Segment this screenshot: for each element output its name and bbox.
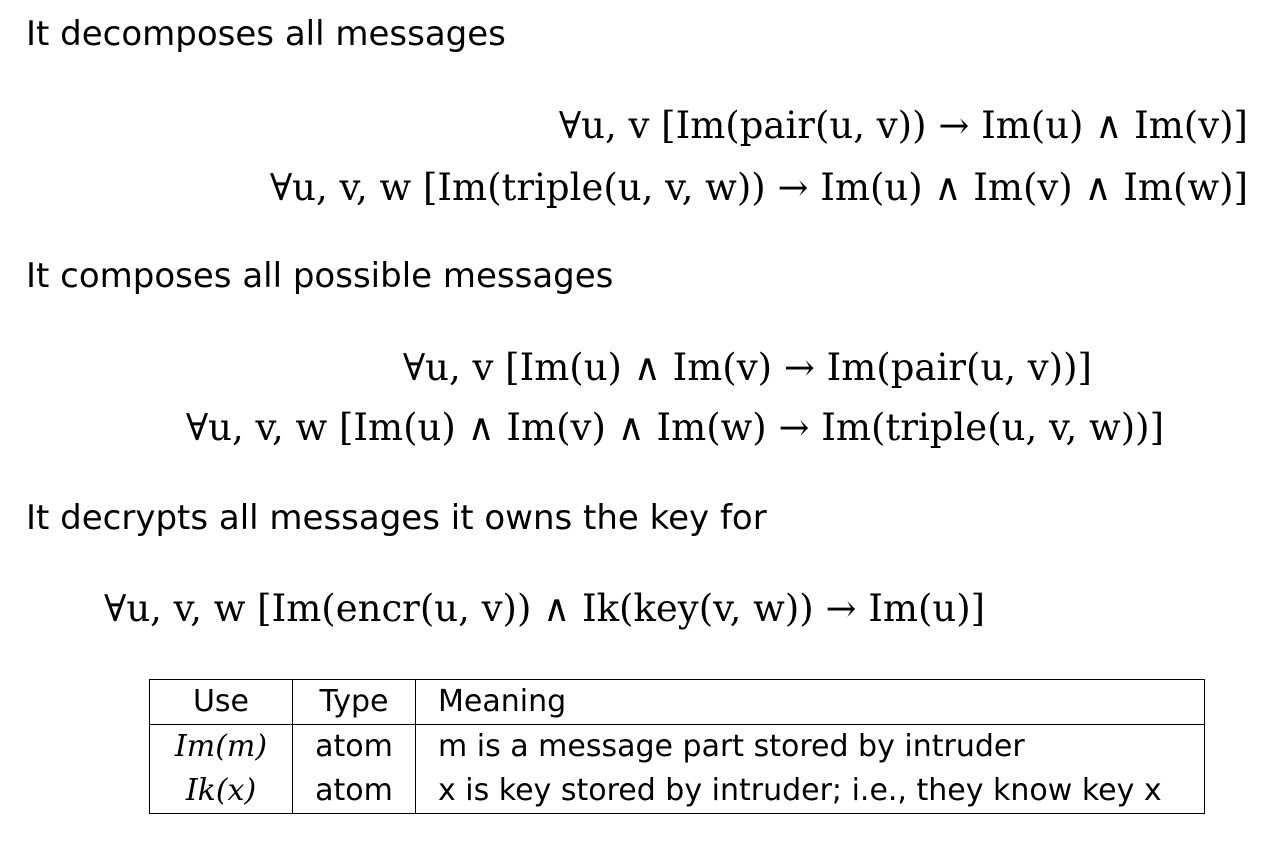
decompose-pair-formula: ∀u, v [Im(pair(u, v)) → Im(u) ∧ Im(v)] — [558, 104, 1248, 147]
cell-use: Ik(x) — [149, 769, 293, 814]
header-meaning: Meaning — [415, 679, 1205, 725]
table-row: Im(m) atom m is a message part stored by… — [149, 724, 1205, 769]
cell-type: atom — [292, 769, 416, 814]
decompose-heading: It decomposes all messages — [26, 14, 506, 54]
compose-triple-formula: ∀u, v, w [Im(u) ∧ Im(v) ∧ Im(w) → Im(tri… — [185, 406, 1164, 449]
cell-meaning: x is key stored by intruder; i.e., they … — [415, 769, 1205, 814]
header-use: Use — [149, 679, 293, 725]
decrypt-heading: It decrypts all messages it owns the key… — [26, 498, 767, 538]
legend-table: Use Type Meaning Im(m) atom m is a messa… — [149, 679, 1205, 814]
header-type: Type — [292, 679, 416, 725]
decrypt-formula: ∀u, v, w [Im(encr(u, v)) ∧ Ik(key(v, w))… — [104, 587, 986, 630]
cell-meaning: m is a message part stored by intruder — [415, 724, 1205, 769]
legend-table-container: Use Type Meaning Im(m) atom m is a messa… — [149, 679, 1205, 814]
legend-header-row: Use Type Meaning — [149, 679, 1205, 725]
decompose-triple-formula: ∀u, v, w [Im(triple(u, v, w)) → Im(u) ∧ … — [269, 166, 1248, 209]
cell-type: atom — [292, 724, 416, 769]
compose-heading: It composes all possible messages — [26, 256, 614, 296]
compose-pair-formula: ∀u, v [Im(u) ∧ Im(v) → Im(pair(u, v))] — [402, 346, 1092, 389]
cell-use: Im(m) — [149, 724, 293, 769]
table-row: Ik(x) atom x is key stored by intruder; … — [149, 769, 1205, 814]
